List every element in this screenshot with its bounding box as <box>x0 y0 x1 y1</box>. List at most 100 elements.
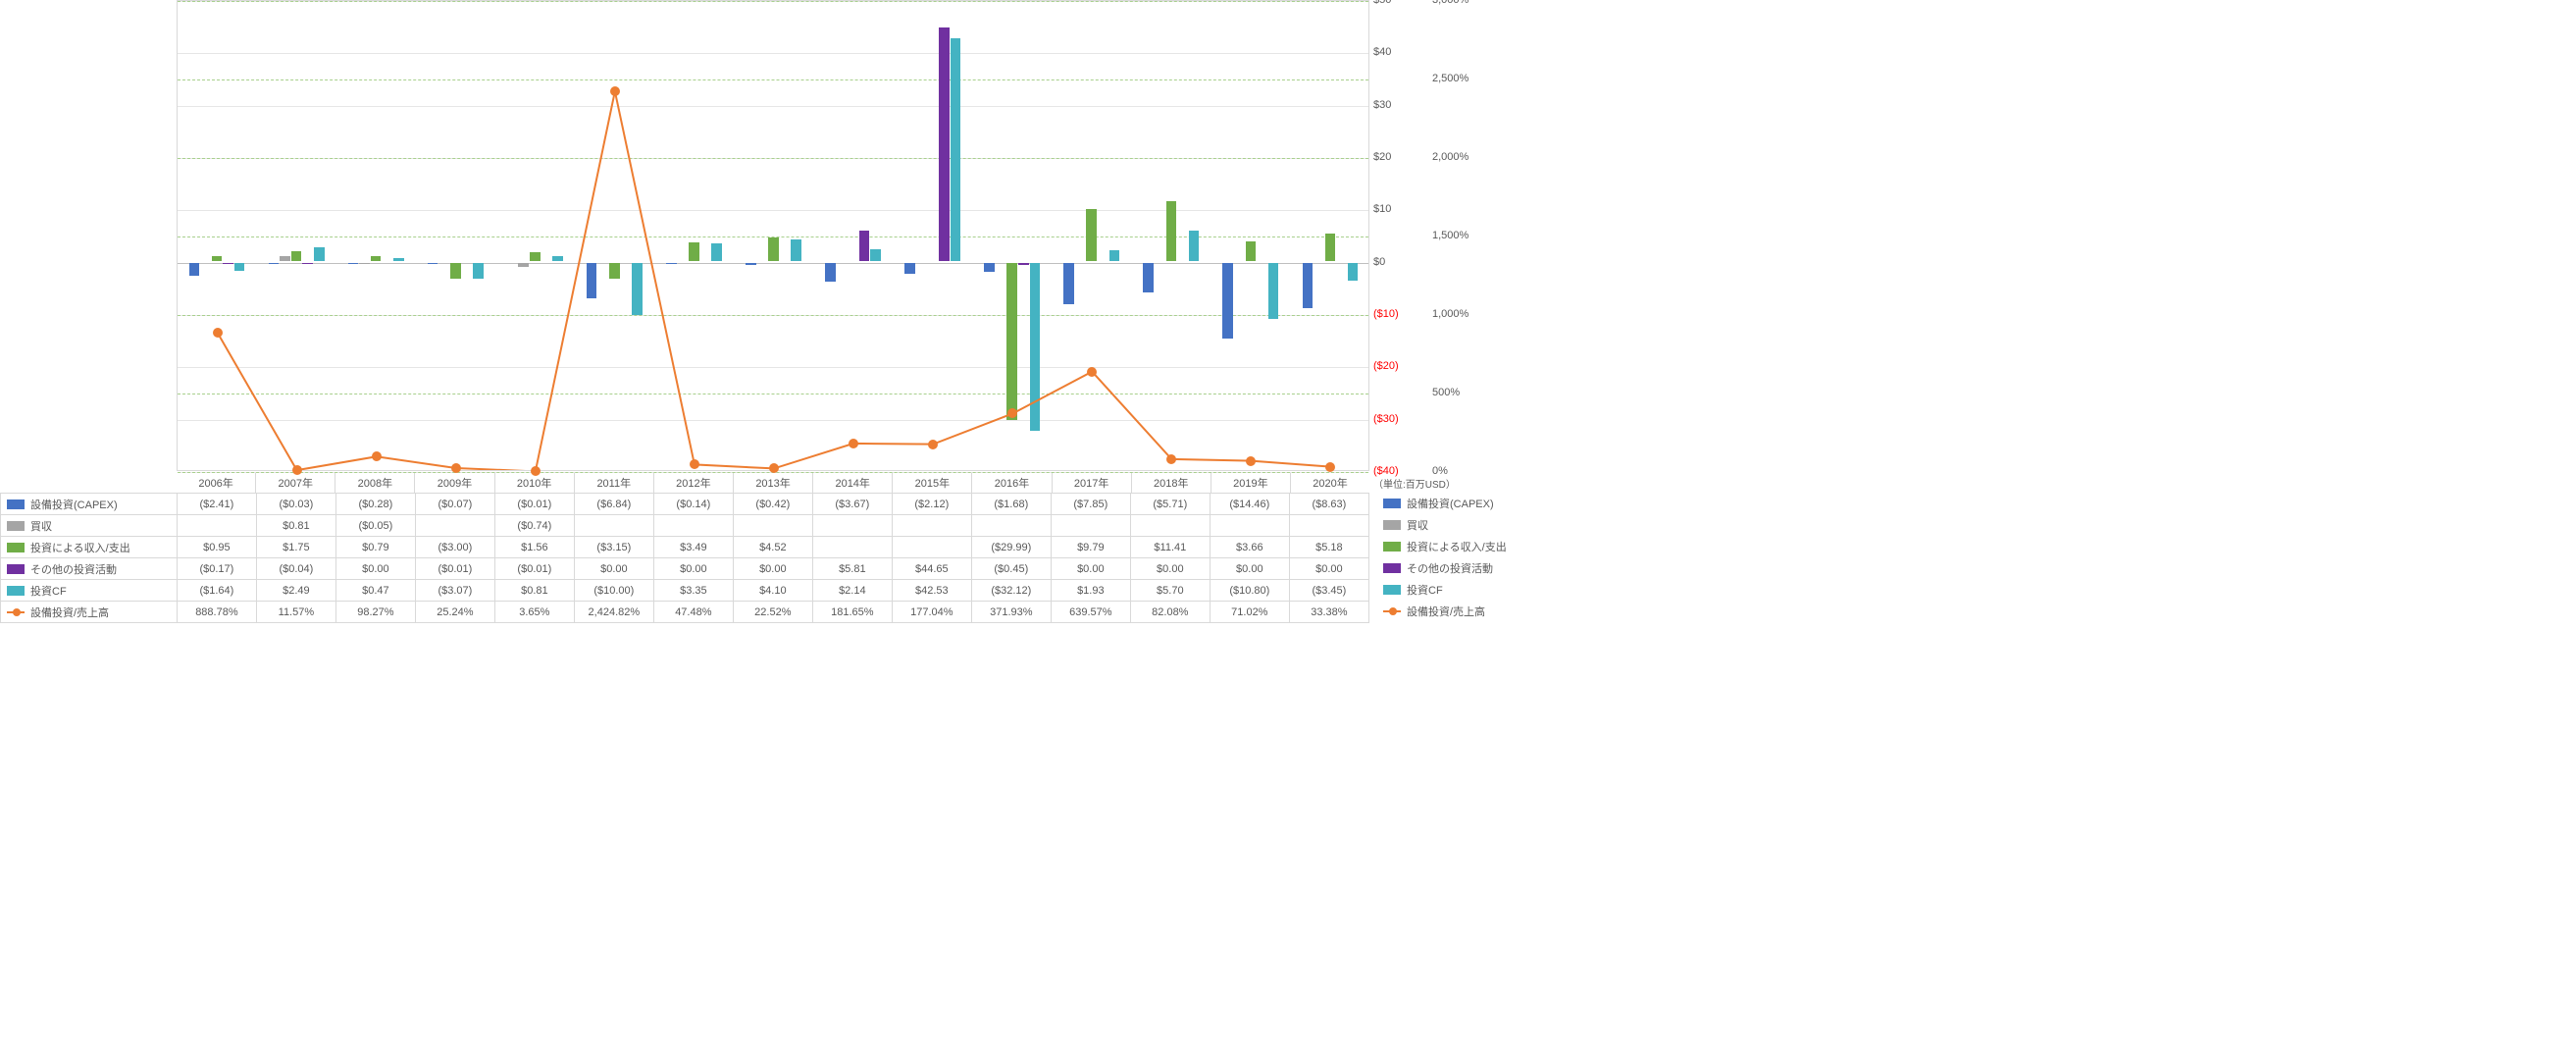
bar-invio <box>212 256 223 261</box>
legend-label: 設備投資(CAPEX) <box>1407 496 1494 511</box>
bar-invcf <box>1189 231 1200 260</box>
unit-label: （単位:百万USD） <box>1373 476 1456 491</box>
bar-capex <box>1143 263 1154 292</box>
table-cell: ($3.67) <box>812 494 892 515</box>
bar-invcf <box>1348 263 1359 281</box>
y2-tick: 2,000% <box>1432 151 1468 163</box>
y2-tick: 500% <box>1432 387 1460 398</box>
y2-tick: 1,500% <box>1432 230 1468 241</box>
bar-invio <box>1246 241 1257 261</box>
table-cell: ($0.04) <box>256 558 335 580</box>
bar-capex <box>825 263 836 283</box>
legend-label: 買収 <box>1407 517 1428 533</box>
line-marker <box>849 439 858 448</box>
bar-invio <box>1166 201 1177 261</box>
x-tick: 2007年 <box>255 473 335 493</box>
bar-other <box>939 27 950 261</box>
bar-capex <box>984 263 995 272</box>
table-cell: 888.78% <box>177 602 256 623</box>
table-cell: $5.70 <box>1130 580 1210 602</box>
table-cell <box>1289 515 1368 537</box>
table-cell: 11.57% <box>256 602 335 623</box>
table-cell: 98.27% <box>335 602 415 623</box>
table-cell: ($0.03) <box>256 494 335 515</box>
table-cell: ($3.00) <box>415 537 494 558</box>
table-cell: ($3.07) <box>415 580 494 602</box>
table-cell: ($8.63) <box>1289 494 1368 515</box>
table-cell: $0.00 <box>1051 558 1130 580</box>
x-tick: 2012年 <box>653 473 733 493</box>
table-cell: $0.00 <box>335 558 415 580</box>
table-cell: $9.79 <box>1051 537 1130 558</box>
table-cell: $0.95 <box>177 537 256 558</box>
table-cell: ($0.01) <box>494 558 574 580</box>
table-cell <box>892 537 971 558</box>
bar-invcf <box>314 247 325 260</box>
bar-capex <box>348 263 359 264</box>
table-cell <box>1130 515 1210 537</box>
line-marker <box>1325 462 1335 472</box>
bar-invio <box>530 252 541 260</box>
bar-invio <box>689 242 699 261</box>
line-marker <box>1007 408 1017 418</box>
table-row: 設備投資(CAPEX)($2.41)($0.03)($0.28)($0.07)(… <box>1 494 1369 515</box>
y1-tick: $0 <box>1373 256 1385 268</box>
line-marker <box>610 86 620 96</box>
bar-capex <box>1063 263 1074 304</box>
bar-capex <box>904 263 915 274</box>
y1-tick: $20 <box>1373 151 1391 163</box>
legend-item: 買収 <box>1383 514 1560 536</box>
table-cell: $0.00 <box>574 558 653 580</box>
table-cell: 2,424.82% <box>574 602 653 623</box>
table-cell: ($0.01) <box>415 558 494 580</box>
table-cell: ($0.17) <box>177 558 256 580</box>
table-cell: $1.93 <box>1051 580 1130 602</box>
table-cell: 22.52% <box>733 602 812 623</box>
table-cell: 25.24% <box>415 602 494 623</box>
table-cell: $0.47 <box>335 580 415 602</box>
bar-invio <box>768 237 779 261</box>
bar-invio <box>609 263 620 280</box>
table-cell <box>574 515 653 537</box>
table-cell <box>177 515 256 537</box>
bar-capex <box>746 263 756 265</box>
table-row: 買収$0.81($0.05)($0.74) <box>1 515 1369 537</box>
x-tick: 2018年 <box>1131 473 1211 493</box>
bar-acq <box>280 256 290 260</box>
line-marker <box>451 463 461 473</box>
series-label: 買収 <box>30 521 52 533</box>
bar-invcf <box>234 263 245 272</box>
table-row: その他の投資活動($0.17)($0.04)$0.00($0.01)($0.01… <box>1 558 1369 580</box>
table-cell <box>415 515 494 537</box>
bar-other <box>859 231 870 261</box>
table-cell: 82.08% <box>1130 602 1210 623</box>
table-cell: ($2.12) <box>892 494 971 515</box>
table-cell: $0.79 <box>335 537 415 558</box>
table-cell: ($14.46) <box>1210 494 1289 515</box>
x-tick: 2006年 <box>177 473 255 493</box>
x-tick: 2020年 <box>1290 473 1369 493</box>
table-cell: $3.49 <box>653 537 733 558</box>
x-tick: 2011年 <box>574 473 653 493</box>
line-marker <box>372 451 382 461</box>
table-cell: 371.93% <box>971 602 1051 623</box>
table-cell: ($6.84) <box>574 494 653 515</box>
x-tick: 2008年 <box>335 473 414 493</box>
table-cell: ($0.74) <box>494 515 574 537</box>
bar-invcf <box>1268 263 1279 320</box>
y1-tick: $40 <box>1373 46 1391 58</box>
x-tick: 2016年 <box>971 473 1051 493</box>
series-label: 投資CF <box>30 586 67 598</box>
table-cell <box>812 515 892 537</box>
table-cell: $0.00 <box>733 558 812 580</box>
x-tick: 2015年 <box>892 473 971 493</box>
table-cell: $11.41 <box>1130 537 1210 558</box>
x-tick: 2010年 <box>494 473 574 493</box>
line-marker <box>928 440 938 449</box>
bar-invcf <box>1109 250 1120 260</box>
data-table: 設備投資(CAPEX)($2.41)($0.03)($0.28)($0.07)(… <box>0 493 1369 623</box>
table-cell: $0.00 <box>1130 558 1210 580</box>
table-cell: $4.52 <box>733 537 812 558</box>
bar-invio <box>291 251 302 260</box>
y-axis-secondary: 3,000%2,500%2,000%1,500%1,000%500%0% <box>1432 0 1491 471</box>
